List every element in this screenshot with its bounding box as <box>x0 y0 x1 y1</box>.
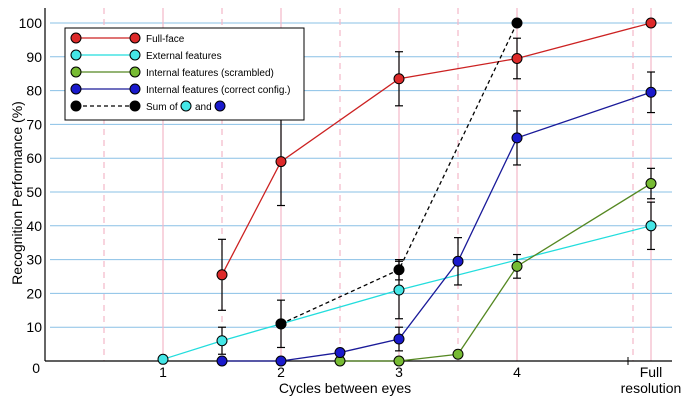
data-point <box>645 17 657 29</box>
y-tick-label: 30 <box>26 252 42 268</box>
series-line <box>340 182 652 362</box>
y-tick-label-zero: 0 <box>32 360 40 376</box>
x-tick-label: 2 <box>277 364 285 380</box>
series-layer <box>157 17 657 367</box>
legend-label: External features <box>146 51 222 62</box>
legend-marker <box>70 83 82 95</box>
data-point <box>334 347 346 359</box>
y-tick-label: 80 <box>26 83 42 99</box>
x-tick-label: Full <box>640 364 663 380</box>
data-point <box>511 52 523 64</box>
data-point <box>216 269 228 281</box>
data-point <box>157 353 169 365</box>
legend-label: Internal features (correct config.) <box>146 85 291 96</box>
data-point <box>645 178 657 190</box>
legend-marker <box>129 49 141 61</box>
y-tick-label: 90 <box>26 49 42 65</box>
data-point <box>216 355 228 367</box>
x-tick-label: resolution <box>621 380 682 396</box>
data-point <box>452 348 464 360</box>
data-point <box>275 156 287 168</box>
data-point <box>645 86 657 98</box>
data-point <box>216 335 228 347</box>
x-axis-label: Cycles between eyes <box>279 380 411 396</box>
data-point <box>393 333 405 345</box>
data-point <box>275 318 287 330</box>
legend-marker <box>70 32 82 44</box>
y-tick-label: 40 <box>26 218 42 234</box>
data-point <box>393 284 405 296</box>
y-tick-label: 100 <box>19 15 43 31</box>
legend-box <box>64 27 305 121</box>
y-tick-label: 20 <box>26 285 42 301</box>
data-point <box>452 255 464 267</box>
legend: Full-face External features Internal featu… <box>64 27 305 121</box>
legend-label: Internal features (scrambled) <box>146 68 274 79</box>
data-point <box>511 132 523 144</box>
x-tick-label: 4 <box>513 364 521 380</box>
legend-marker <box>70 49 82 61</box>
legend-marker <box>129 100 141 112</box>
y-tick-label: 70 <box>26 116 42 132</box>
legend-inline-marker <box>214 100 226 112</box>
data-point <box>393 73 405 85</box>
legend-marker <box>129 32 141 44</box>
legend-label: Sum of <box>146 102 178 113</box>
data-point <box>393 264 405 276</box>
series-line <box>222 91 652 362</box>
series-line <box>162 225 652 360</box>
x-tick-label: 3 <box>395 364 403 380</box>
legend-marker <box>129 83 141 95</box>
y-tick-label: 50 <box>26 184 42 200</box>
legend-label-suffix: and <box>195 102 212 113</box>
x-tick-label: 1 <box>159 364 167 380</box>
data-point <box>393 355 405 367</box>
legend-marker <box>70 66 82 78</box>
data-point <box>511 260 523 272</box>
legend-marker <box>129 66 141 78</box>
legend-inline-marker <box>180 100 192 112</box>
legend-label: Full-face <box>146 34 185 45</box>
data-point <box>645 220 657 232</box>
legend-marker <box>70 100 82 112</box>
y-tick-label: 10 <box>26 319 42 335</box>
y-tick-label: 60 <box>26 150 42 166</box>
data-point <box>275 355 287 367</box>
y-axis-label: Recognition Performance (%) <box>9 101 25 285</box>
data-point <box>511 17 523 29</box>
